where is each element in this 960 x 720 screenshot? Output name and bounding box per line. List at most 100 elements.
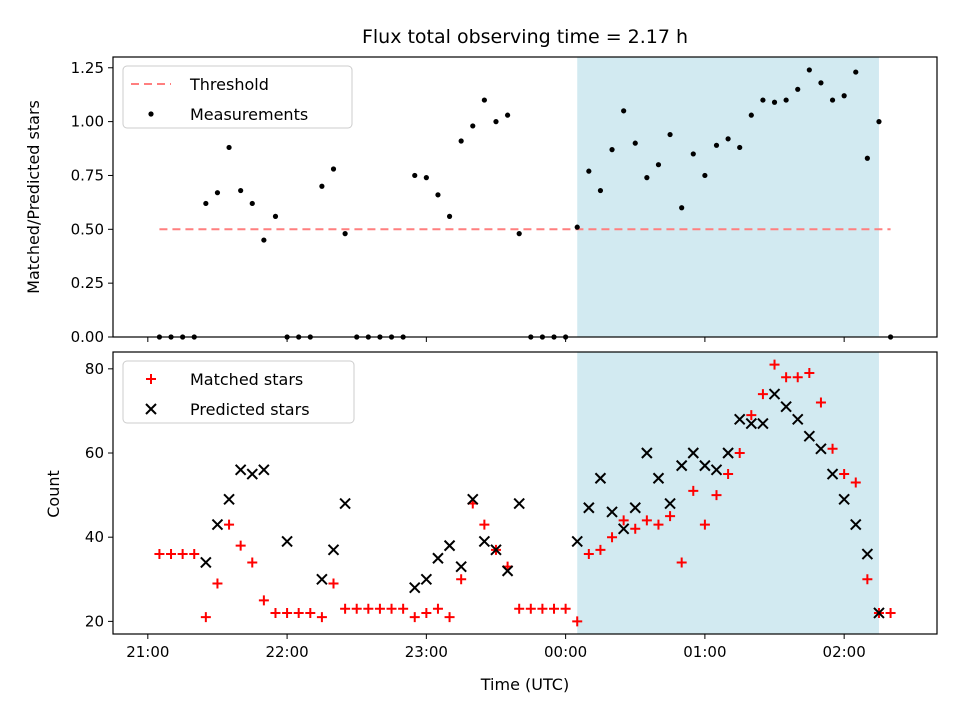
- predicted-star-point: [501, 565, 514, 577]
- measurement-point: [655, 162, 662, 168]
- x-tick-label: 23:00: [405, 643, 448, 661]
- bottom-legend: Matched stars Predicted stars: [122, 360, 355, 424]
- top-legend: Threshold Measurements: [122, 65, 353, 129]
- top-legend-box: [122, 65, 353, 129]
- matched-star-point: [665, 511, 676, 522]
- matched-star-point: [688, 485, 699, 496]
- matched-star-point: [166, 549, 177, 560]
- predicted-star-point: [490, 544, 502, 556]
- measurement-point: [760, 97, 766, 103]
- measurement-point: [586, 168, 592, 174]
- matched-star-point: [804, 368, 815, 379]
- matched-star-point: [200, 612, 211, 623]
- matched-star-point: [792, 372, 803, 383]
- matched-star-point: [224, 519, 235, 530]
- measurement-point: [342, 231, 348, 237]
- measurement-point: [203, 200, 209, 207]
- measurement-point: [621, 108, 627, 114]
- predicted-star-point: [281, 535, 293, 548]
- measurement-point: [319, 183, 325, 189]
- matched-star-point: [630, 523, 641, 534]
- predicted-star-point: [223, 493, 235, 506]
- matched-star-point: [746, 410, 757, 421]
- matched-star-point: [386, 603, 397, 614]
- predicted-star-point: [467, 493, 479, 506]
- matched-star-point: [676, 557, 687, 568]
- predicted-star-point: [409, 581, 421, 594]
- x-tick-label: 00:00: [544, 643, 587, 661]
- matched-star-point: [374, 603, 385, 614]
- measurement-point: [876, 119, 882, 125]
- predicted-star-point: [792, 413, 804, 426]
- matched-star-point: [235, 540, 246, 551]
- predicted-star-point: [234, 464, 247, 476]
- bottom-shaded-region: [577, 352, 879, 634]
- measurement-point: [330, 166, 337, 172]
- matched-star-point: [653, 519, 664, 530]
- measurement-point: [261, 237, 267, 243]
- matched-star-point: [177, 549, 188, 560]
- predicted-star-point: [873, 607, 885, 619]
- measurement-point: [423, 175, 429, 181]
- predicted-star-point: [316, 573, 328, 585]
- measurement-point: [249, 200, 255, 207]
- matched-star-point: [862, 574, 873, 585]
- measurement-point: [864, 155, 870, 161]
- measurement-point: [737, 144, 743, 151]
- predicted-star-point: [583, 502, 595, 514]
- bottom-y-tick-label: 40: [85, 528, 104, 546]
- matched-star-point: [583, 549, 594, 560]
- matched-star-point: [815, 397, 826, 408]
- predicted-star-point: [675, 459, 688, 472]
- legend-measurement-swatch: [148, 111, 154, 117]
- matched-star-point: [850, 477, 861, 488]
- measurement-point: [632, 140, 638, 146]
- legend-entry-label: Predicted stars: [190, 400, 310, 419]
- predicted-star-point: [629, 502, 641, 514]
- top-axes-frame: [112, 56, 938, 338]
- predicted-star-point: [687, 447, 699, 459]
- top-y-tick-label: 0.75: [71, 166, 104, 184]
- matched-star-point: [212, 578, 223, 589]
- predicted-star-point: [757, 417, 769, 430]
- matched-star-point: [572, 616, 583, 627]
- bottom-y-tick-label: 20: [85, 612, 104, 630]
- measurement-point: [783, 97, 789, 103]
- legend-entry-label: Threshold: [189, 75, 269, 94]
- predicted-star-point: [861, 548, 874, 560]
- predicted-star-point: [443, 539, 456, 552]
- matched-star-point: [398, 603, 409, 614]
- matched-star-point: [432, 603, 443, 614]
- measurement-point: [818, 80, 824, 86]
- top-y-tick-label: 0.25: [71, 274, 104, 292]
- matched-star-point: [351, 603, 362, 614]
- predicted-star-point: [211, 518, 224, 531]
- legend-predicted-swatch: [145, 403, 157, 415]
- top-y-tick-label: 1.25: [71, 59, 104, 77]
- predicted-star-point: [258, 464, 270, 476]
- measurement-point: [713, 142, 720, 148]
- matched-star-point: [328, 578, 339, 589]
- matched-star-point: [537, 603, 548, 614]
- x-tick-label: 02:00: [823, 643, 866, 661]
- predicted-star-point: [478, 535, 491, 548]
- predicted-star-point: [327, 544, 340, 556]
- predicted-star-point: [838, 493, 850, 506]
- matched-star-point: [641, 515, 652, 526]
- top-y-tick-label: 0.00: [71, 328, 104, 346]
- bottom-y-tick-label: 60: [85, 444, 104, 462]
- measurement-point: [446, 213, 453, 219]
- measurement-point: [748, 112, 754, 118]
- matched-star-point: [189, 549, 200, 560]
- measurement-point: [795, 86, 801, 92]
- predicted-star-point: [641, 447, 653, 459]
- x-tick-label: 21:00: [126, 643, 169, 661]
- matched-star-point: [827, 443, 838, 454]
- matched-star-point: [479, 519, 490, 530]
- predicted-star-point: [513, 497, 525, 510]
- matched-star-point: [607, 532, 618, 543]
- matched-star-point: [421, 607, 432, 618]
- matched-star-point: [444, 612, 455, 623]
- predicted-star-point: [455, 560, 467, 573]
- measurement-point: [667, 131, 673, 138]
